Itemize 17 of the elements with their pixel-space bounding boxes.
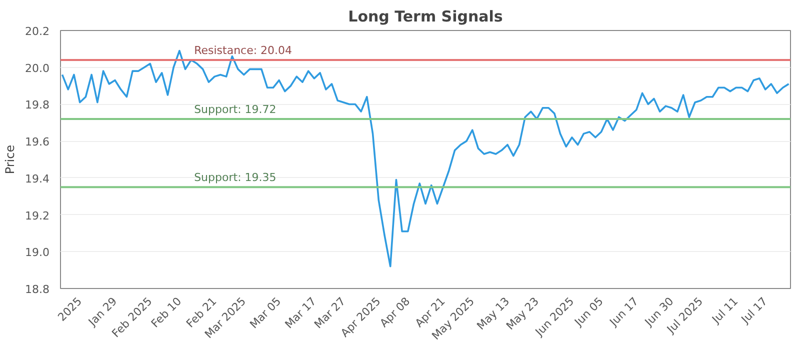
y-tick-label: 19.4 — [25, 172, 50, 186]
chart-title: Long Term Signals — [348, 8, 503, 26]
ref-line-label: Support: 19.72 — [194, 102, 276, 116]
x-tick-label: Jul 17 — [738, 294, 770, 327]
x-tick-label: Jul 11 — [708, 294, 741, 327]
x-tick-label: Mar 05 — [247, 294, 284, 332]
ref-line-label: Support: 19.35 — [194, 171, 276, 184]
y-tick-label: 19.0 — [25, 246, 50, 260]
y-axis-title: Price — [3, 144, 18, 174]
y-tick-label: 20.2 — [25, 25, 50, 38]
x-tick-label: Jun 17 — [606, 294, 642, 330]
y-tick-label: 19.6 — [25, 136, 50, 149]
ref-line-label: Resistance: 20.04 — [194, 44, 292, 57]
y-tick-label: 19.2 — [25, 209, 50, 222]
y-tick-label: 20.0 — [25, 62, 50, 75]
y-tick-label: 19.8 — [25, 98, 50, 112]
y-tick-label: 18.8 — [25, 283, 50, 296]
